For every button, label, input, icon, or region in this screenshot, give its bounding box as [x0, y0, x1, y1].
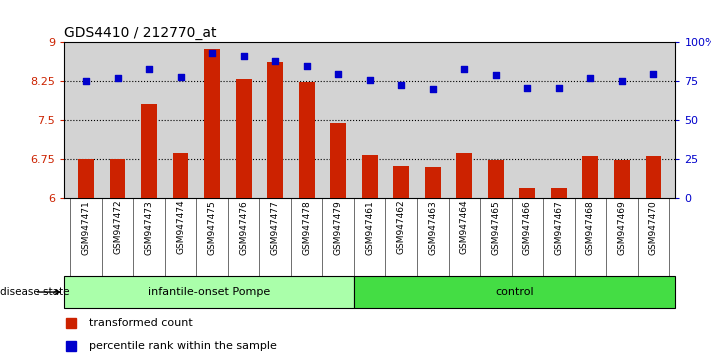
- Point: [80, 79, 92, 84]
- Text: GSM947479: GSM947479: [333, 200, 343, 255]
- Point: [333, 71, 344, 76]
- Bar: [204, 49, 220, 198]
- Text: GSM947467: GSM947467: [555, 200, 563, 255]
- Point: [301, 63, 312, 69]
- Point: [648, 71, 659, 76]
- Bar: [614, 160, 630, 198]
- Bar: [488, 160, 503, 198]
- Bar: [393, 166, 409, 198]
- Text: GSM947470: GSM947470: [649, 200, 658, 255]
- Point: [616, 79, 628, 84]
- Point: [395, 82, 407, 87]
- Text: GSM947473: GSM947473: [144, 200, 154, 255]
- Text: GSM947471: GSM947471: [82, 200, 90, 255]
- Bar: [64, 276, 354, 308]
- Text: GSM947474: GSM947474: [176, 200, 185, 255]
- Point: [364, 77, 375, 83]
- Text: GSM947469: GSM947469: [617, 200, 626, 255]
- Point: [584, 75, 596, 81]
- Bar: [354, 276, 675, 308]
- Point: [175, 74, 186, 80]
- Point: [490, 72, 501, 78]
- Point: [112, 75, 123, 81]
- Bar: [331, 123, 346, 198]
- Bar: [646, 156, 661, 198]
- Text: GSM947466: GSM947466: [523, 200, 532, 255]
- Text: GSM947463: GSM947463: [428, 200, 437, 255]
- Bar: [425, 167, 441, 198]
- Text: GSM947476: GSM947476: [239, 200, 248, 255]
- Point: [459, 66, 470, 72]
- Bar: [267, 62, 283, 198]
- Text: GSM947475: GSM947475: [208, 200, 217, 255]
- Point: [206, 51, 218, 56]
- Bar: [362, 155, 378, 198]
- Text: transformed count: transformed count: [89, 318, 193, 328]
- Bar: [109, 159, 125, 198]
- Point: [553, 85, 565, 91]
- Text: GSM947461: GSM947461: [365, 200, 374, 255]
- Text: infantile-onset Pompe: infantile-onset Pompe: [148, 287, 270, 297]
- Text: GSM947477: GSM947477: [271, 200, 279, 255]
- Bar: [236, 79, 252, 198]
- Bar: [582, 156, 598, 198]
- Bar: [173, 153, 188, 198]
- Bar: [551, 188, 567, 198]
- Bar: [456, 153, 472, 198]
- Point: [522, 85, 533, 91]
- Text: GDS4410 / 212770_at: GDS4410 / 212770_at: [64, 26, 216, 40]
- Bar: [141, 104, 157, 198]
- Text: GSM947464: GSM947464: [460, 200, 469, 255]
- Text: disease state: disease state: [0, 287, 70, 297]
- Point: [238, 54, 250, 59]
- Bar: [299, 82, 314, 198]
- Text: control: control: [496, 287, 534, 297]
- Text: GSM947472: GSM947472: [113, 200, 122, 255]
- Text: GSM947468: GSM947468: [586, 200, 595, 255]
- Text: GSM947465: GSM947465: [491, 200, 501, 255]
- Point: [427, 86, 439, 92]
- Text: GSM947478: GSM947478: [302, 200, 311, 255]
- Text: GSM947462: GSM947462: [397, 200, 406, 255]
- Bar: [520, 188, 535, 198]
- Point: [144, 66, 155, 72]
- Text: percentile rank within the sample: percentile rank within the sample: [89, 341, 277, 351]
- Bar: [78, 159, 94, 198]
- Point: [269, 58, 281, 64]
